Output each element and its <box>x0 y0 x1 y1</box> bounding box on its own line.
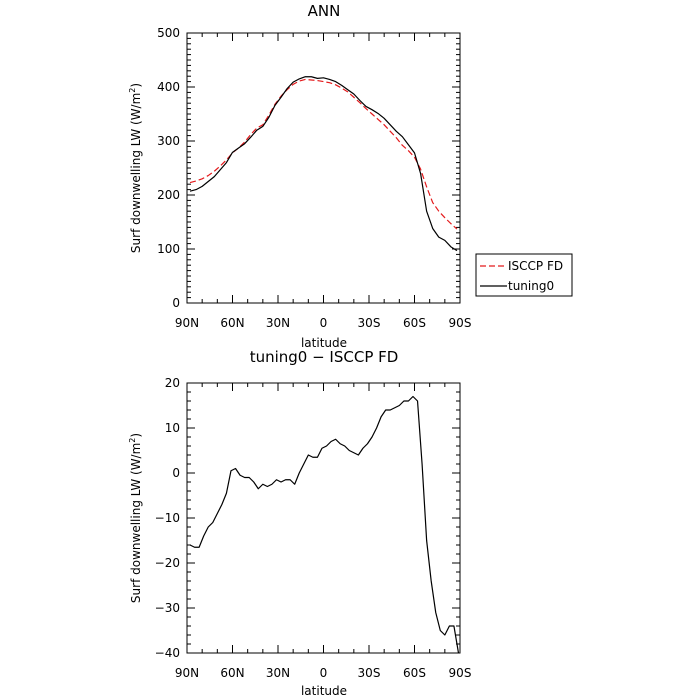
top-series-line-isccp-fd <box>189 78 458 230</box>
bottom-x-tick-label: 30N <box>266 666 290 680</box>
bottom-y-tick-label: −40 <box>155 646 180 660</box>
top-y-tick-label: 0 <box>172 296 180 310</box>
top-x-tick-label: 90S <box>449 316 472 330</box>
bottom-y-axis-label-main: Surf downwelling LW (W/m <box>129 443 143 603</box>
top-series-line-tuning0 <box>189 76 458 252</box>
bottom-y-tick-label: 20 <box>165 376 180 390</box>
top-x-tick-label: 30S <box>358 316 381 330</box>
top-y-axis-label-main: Surf downwelling LW (W/m <box>129 93 143 253</box>
bottom-x-tick-label: 30S <box>358 666 381 680</box>
top-y-tick-label: 300 <box>157 134 180 148</box>
bottom-x-axis-label: latitude <box>301 684 347 698</box>
bottom-y-tick-label: −20 <box>155 556 180 570</box>
top-y-tick-label: 500 <box>157 26 180 40</box>
top-y-axis-label-close: ) <box>129 83 143 88</box>
bottom-y-axis-label-close: ) <box>129 433 143 438</box>
top-ticks: 90N 60N 30N 0 30S 60S 90S 0 100 200 300 400 500 <box>157 26 471 330</box>
bottom-series-lines <box>189 395 460 654</box>
bottom-y-tick-label: 10 <box>165 421 180 435</box>
bottom-x-tick-label: 0 <box>320 666 328 680</box>
top-x-tick-label: 60S <box>403 316 426 330</box>
bottom-chart-title: tuning0 − ISCCP FD <box>250 348 399 366</box>
bottom-x-tick-label: 90N <box>175 666 199 680</box>
top-x-tick-label: 60N <box>220 316 244 330</box>
legend-label-tuning0: tuning0 <box>508 279 554 293</box>
top-x-tick-label: 30N <box>266 316 290 330</box>
bottom-x-tick-label: 60N <box>220 666 244 680</box>
top-x-axis-label: latitude <box>301 336 347 350</box>
bottom-y-tick-label: −30 <box>155 601 180 615</box>
top-y-tick-label: 400 <box>157 80 180 94</box>
bottom-series-line-difference <box>189 395 460 654</box>
top-y-axis-label: Surf downwelling LW (W/m2) <box>128 83 143 253</box>
legend-label-isccp-fd: ISCCP FD <box>508 259 563 273</box>
top-series-lines <box>189 76 458 252</box>
top-chart-title: ANN <box>308 2 341 20</box>
bottom-y-tick-label: −10 <box>155 511 180 525</box>
bottom-x-tick-label: 90S <box>449 666 472 680</box>
annual-mean-panel: ANN 90N 60N 30N 0 30S 60S 90S0100200300400500 … <box>128 2 573 350</box>
top-y-tick-label: 200 <box>157 188 180 202</box>
top-y-axis-label-superscript: 2 <box>128 88 137 93</box>
legend: ISCCP FD tuning0 <box>475 253 573 297</box>
top-x-tick-label: 0 <box>320 316 328 330</box>
legend-box <box>475 253 573 297</box>
bottom-y-axis-label: Surf downwelling LW (W/m2) <box>128 433 143 603</box>
bottom-ticks: 90N 60N 30N 0 30S 60S 90S −40 −30 −20 −10 0 10 20 <box>155 376 472 680</box>
bottom-y-axis-label-superscript: 2 <box>128 438 137 443</box>
difference-panel: tuning0 − ISCCP FD 90N 60N 30N 0 30S 60S 90S −4… <box>128 348 471 698</box>
bottom-y-tick-label: 0 <box>172 466 180 480</box>
top-y-tick-label: 100 <box>157 242 180 256</box>
bottom-x-tick-label: 60S <box>403 666 426 680</box>
top-x-tick-label: 90N <box>175 316 199 330</box>
